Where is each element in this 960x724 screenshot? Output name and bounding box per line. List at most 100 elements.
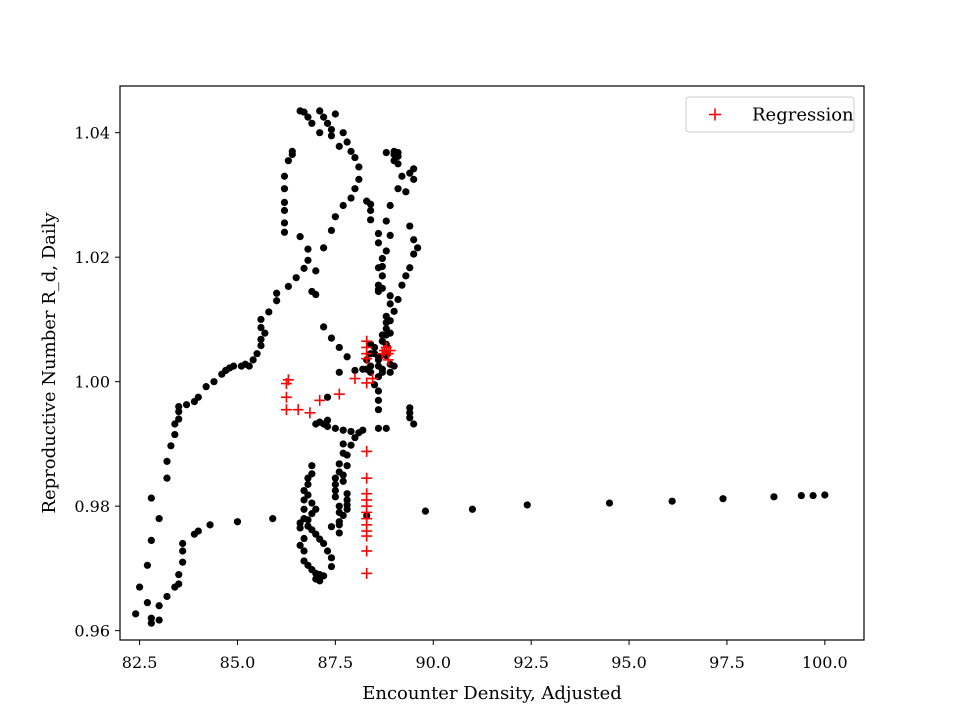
data-point-dot bbox=[386, 231, 394, 239]
data-point-dot bbox=[163, 474, 171, 482]
data-point-dot bbox=[261, 329, 269, 337]
data-point-dot bbox=[410, 165, 418, 173]
data-point-dot bbox=[374, 239, 383, 247]
data-point-dot bbox=[378, 272, 386, 280]
data-point-dot bbox=[155, 616, 163, 624]
data-point-regression bbox=[349, 373, 361, 385]
data-point-dot bbox=[300, 496, 308, 504]
data-point-dot bbox=[316, 129, 324, 137]
data-point-dot bbox=[347, 147, 355, 155]
data-point-regression bbox=[304, 407, 316, 419]
data-point-dot bbox=[406, 409, 414, 417]
data-point-dot bbox=[327, 562, 336, 571]
data-point-dot bbox=[171, 430, 179, 439]
data-point-dot bbox=[351, 434, 359, 442]
data-point-dot bbox=[343, 462, 351, 470]
data-point-regression bbox=[333, 388, 345, 400]
data-point-regression bbox=[361, 545, 373, 557]
x-tick-label: 92.5 bbox=[513, 653, 549, 672]
data-point-dot bbox=[343, 505, 351, 513]
legend-box bbox=[685, 96, 855, 133]
y-tick-label: 0.98 bbox=[74, 497, 110, 516]
data-point-dot bbox=[147, 536, 155, 545]
data-point-dot bbox=[394, 185, 402, 193]
data-point-dot bbox=[288, 147, 296, 155]
data-point-dot bbox=[304, 522, 312, 530]
data-point-dot bbox=[265, 308, 273, 316]
data-point-dot bbox=[323, 422, 332, 431]
data-point-dot bbox=[135, 583, 144, 591]
data-point-regression bbox=[382, 354, 394, 366]
data-point-dot bbox=[402, 272, 410, 280]
y-tick-label: 1.04 bbox=[74, 124, 110, 143]
x-tick-label: 87.5 bbox=[318, 653, 354, 672]
data-point-dot bbox=[273, 297, 281, 305]
data-point-dot bbox=[410, 250, 418, 258]
data-point-dot bbox=[386, 292, 394, 300]
data-point-dot bbox=[374, 287, 383, 296]
x-tick-label: 90.0 bbox=[415, 653, 451, 672]
data-point-dot bbox=[406, 414, 414, 422]
data-point-dot bbox=[253, 350, 261, 358]
data-point-dot bbox=[257, 335, 265, 343]
data-point-dot bbox=[296, 524, 304, 532]
data-point-dot bbox=[351, 366, 359, 375]
data-point-dot bbox=[374, 264, 383, 272]
data-point-dot bbox=[355, 175, 363, 183]
data-point-dot bbox=[257, 341, 265, 350]
data-point-dot bbox=[327, 132, 336, 140]
data-point-dot bbox=[390, 307, 398, 315]
data-point-dot bbox=[382, 149, 390, 157]
data-point-dot bbox=[300, 505, 308, 513]
data-point-dot bbox=[367, 216, 375, 224]
data-point-dot bbox=[175, 402, 183, 411]
data-point-dot bbox=[175, 571, 183, 579]
data-point-dot bbox=[300, 534, 308, 543]
data-point-regression bbox=[361, 445, 373, 457]
data-point-dot bbox=[386, 201, 394, 210]
x-axis-label: Encounter Density, Adjusted bbox=[362, 683, 622, 704]
data-point-dot bbox=[273, 289, 281, 297]
data-point-dot bbox=[300, 108, 308, 116]
data-point-dot bbox=[668, 497, 676, 505]
data-point-regression bbox=[292, 404, 304, 416]
data-point-dot bbox=[335, 142, 343, 150]
data-point-dot bbox=[339, 440, 347, 448]
y-axis-label: Reproductive Number R_d, Daily bbox=[39, 212, 60, 514]
data-point-dot bbox=[163, 592, 171, 601]
data-point-dot bbox=[370, 343, 379, 352]
axes-layer: 82.5 85.0 87.5 90.0 92.5 95.0 97.5 100.0 0.96 0.9… bbox=[74, 85, 865, 672]
data-point-dot bbox=[335, 460, 343, 468]
data-point-dot bbox=[284, 157, 292, 165]
data-point-regression bbox=[282, 374, 294, 386]
data-point-dot bbox=[378, 254, 386, 263]
data-point-dot bbox=[308, 119, 316, 127]
data-point-dot bbox=[280, 206, 289, 215]
data-point-dot bbox=[323, 416, 332, 424]
data-point-dot bbox=[257, 323, 265, 332]
data-point-dot bbox=[312, 505, 320, 513]
data-point-dot bbox=[147, 494, 155, 502]
data-point-dot bbox=[229, 362, 238, 370]
data-point-dot bbox=[351, 185, 359, 193]
data-point-dot bbox=[719, 495, 727, 503]
data-point-dot bbox=[335, 502, 343, 510]
data-point-dot bbox=[382, 331, 390, 339]
data-point-dot bbox=[398, 172, 406, 180]
data-point-dot bbox=[374, 396, 383, 404]
data-point-dot bbox=[327, 125, 336, 134]
data-point-dot bbox=[382, 217, 390, 225]
data-point-regression bbox=[361, 567, 373, 579]
data-point-dot bbox=[339, 129, 347, 137]
data-point-dot bbox=[163, 457, 171, 465]
data-point-dot bbox=[386, 317, 394, 325]
data-point-dot bbox=[308, 470, 316, 478]
data-point-dot bbox=[347, 441, 355, 449]
data-point-dot bbox=[312, 290, 320, 299]
legend: Regression bbox=[685, 96, 855, 133]
data-point-dot bbox=[410, 236, 418, 244]
data-point-dot bbox=[335, 521, 343, 529]
data-point-regression bbox=[361, 530, 373, 542]
data-point-dot bbox=[202, 383, 210, 391]
